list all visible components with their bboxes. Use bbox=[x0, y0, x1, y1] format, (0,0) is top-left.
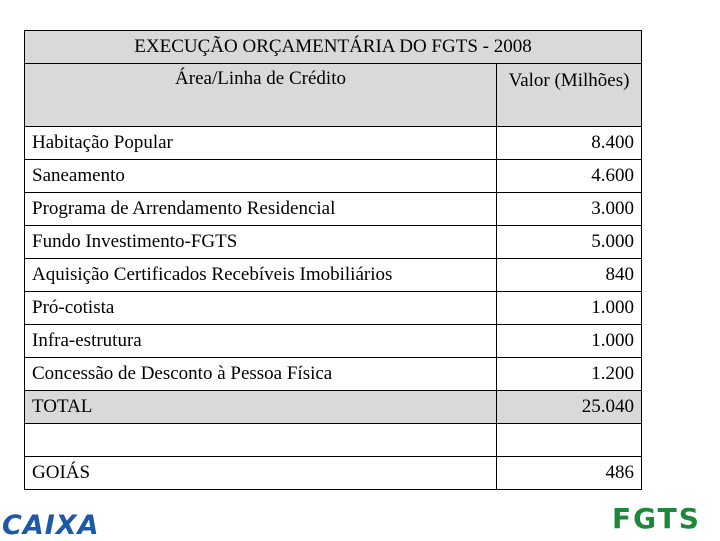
header-cell: Valor (Milhões) bbox=[496, 63, 642, 127]
budget-table: EXECUÇÃO ORÇAMENTÁRIA DO FGTS - 2008 Áre… bbox=[24, 30, 642, 490]
caixa-logo: CAIXA bbox=[2, 510, 100, 541]
title-row: EXECUÇÃO ORÇAMENTÁRIA DO FGTS - 2008 bbox=[24, 30, 642, 64]
table-title: EXECUÇÃO ORÇAMENTÁRIA DO FGTS - 2008 bbox=[24, 30, 642, 64]
table-row: Infra-estrutura 1.000 bbox=[24, 324, 642, 358]
label-cell: Aquisição Certificados Recebíveis Imobil… bbox=[24, 258, 497, 292]
label-cell: Programa de Arrendamento Residencial bbox=[24, 192, 497, 226]
blank-cell bbox=[24, 423, 497, 457]
label-cell: GOIÁS bbox=[24, 456, 497, 490]
fgts-logo: FGTS bbox=[612, 502, 701, 535]
label-cell: Infra-estrutura bbox=[24, 324, 497, 358]
label-cell: Concessão de Desconto à Pessoa Física bbox=[24, 357, 497, 391]
value-cell: 3.000 bbox=[496, 192, 642, 226]
value-cell: 840 bbox=[496, 258, 642, 292]
value-cell: 8.400 bbox=[496, 126, 642, 160]
table-body: EXECUÇÃO ORÇAMENTÁRIA DO FGTS - 2008 Áre… bbox=[24, 30, 642, 490]
label-cell: Pró-cotista bbox=[24, 291, 497, 325]
value-cell: 1.000 bbox=[496, 324, 642, 358]
value-cell: 25.040 bbox=[496, 390, 642, 424]
table-row: TOTAL 25.040 bbox=[24, 390, 642, 424]
label-cell: TOTAL bbox=[24, 390, 497, 424]
table-row: Programa de Arrendamento Residencial 3.00… bbox=[24, 192, 642, 226]
value-cell: 5.000 bbox=[496, 225, 642, 259]
value-cell: 1.000 bbox=[496, 291, 642, 325]
table-row: GOIÁS 486 bbox=[24, 456, 642, 490]
table-row: Pró-cotista 1.000 bbox=[24, 291, 642, 325]
value-cell: 1.200 bbox=[496, 357, 642, 391]
table-row: Concessão de Desconto à Pessoa Física 1.2… bbox=[24, 357, 642, 391]
blank-cell bbox=[496, 423, 642, 457]
header-cell: Área/Linha de Crédito bbox=[24, 63, 497, 127]
blank-row bbox=[24, 423, 642, 457]
table-row: Saneamento 4.600 bbox=[24, 159, 642, 193]
table-row: Aquisição Certificados Recebíveis Imobil… bbox=[24, 258, 642, 292]
label-cell: Saneamento bbox=[24, 159, 497, 193]
value-cell: 4.600 bbox=[496, 159, 642, 193]
header-row: Área/Linha de Crédito Valor (Milhões) bbox=[24, 63, 642, 127]
value-cell: 486 bbox=[496, 456, 642, 490]
table-row: Fundo Investimento-FGTS 5.000 bbox=[24, 225, 642, 259]
table-row: Habitação Popular 8.400 bbox=[24, 126, 642, 160]
label-cell: Habitação Popular bbox=[24, 126, 497, 160]
label-cell: Fundo Investimento-FGTS bbox=[24, 225, 497, 259]
